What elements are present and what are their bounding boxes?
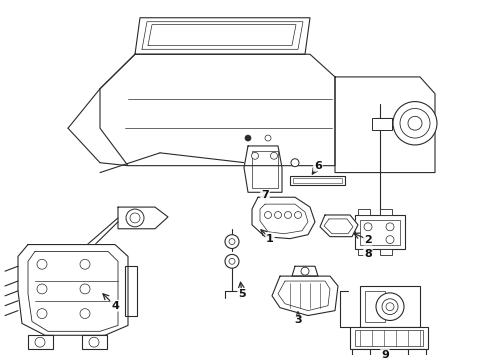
Bar [354, 215, 404, 249]
Text: 9: 9 [380, 350, 388, 360]
Text: 3: 3 [294, 315, 301, 325]
Circle shape [301, 267, 308, 275]
Circle shape [274, 212, 281, 219]
Circle shape [228, 258, 235, 264]
Bar [364, 291, 384, 323]
Bar [349, 327, 427, 349]
Bar [125, 266, 137, 316]
Polygon shape [260, 204, 307, 234]
Text: 7: 7 [261, 190, 268, 200]
Circle shape [294, 212, 301, 219]
Text: 8: 8 [364, 249, 371, 260]
Text: 6: 6 [313, 161, 321, 171]
Polygon shape [135, 18, 309, 54]
Polygon shape [291, 266, 317, 276]
Polygon shape [271, 276, 337, 316]
Circle shape [251, 152, 258, 159]
Bar [379, 209, 391, 215]
Circle shape [385, 236, 393, 244]
Circle shape [80, 284, 90, 294]
Circle shape [375, 293, 403, 320]
Bar [289, 176, 345, 185]
Bar [351, 349, 369, 357]
Text: 5: 5 [238, 289, 245, 299]
Polygon shape [142, 22, 303, 49]
Text: 2: 2 [364, 235, 371, 245]
Bar [359, 286, 419, 327]
Bar [82, 335, 107, 349]
Circle shape [224, 235, 239, 248]
Circle shape [270, 152, 277, 159]
Circle shape [80, 259, 90, 269]
Polygon shape [278, 281, 329, 311]
Polygon shape [319, 215, 357, 237]
Bar [251, 151, 278, 188]
Bar [354, 330, 422, 346]
Circle shape [244, 135, 250, 141]
Bar [292, 177, 341, 183]
Bar [357, 249, 369, 255]
Circle shape [385, 303, 393, 311]
Polygon shape [324, 219, 352, 234]
Circle shape [224, 255, 239, 268]
Bar [359, 220, 399, 244]
Circle shape [407, 116, 421, 130]
Circle shape [363, 236, 371, 244]
Polygon shape [244, 146, 282, 192]
Circle shape [89, 337, 99, 347]
Text: 4: 4 [111, 301, 119, 311]
Circle shape [399, 108, 429, 138]
Circle shape [385, 223, 393, 231]
Circle shape [264, 212, 271, 219]
Circle shape [284, 212, 291, 219]
Circle shape [35, 337, 45, 347]
Circle shape [37, 309, 47, 319]
Circle shape [290, 159, 298, 167]
Polygon shape [251, 197, 314, 239]
Polygon shape [100, 54, 334, 166]
Circle shape [363, 223, 371, 231]
Polygon shape [148, 24, 295, 45]
Circle shape [37, 284, 47, 294]
Polygon shape [118, 207, 168, 229]
Circle shape [264, 135, 270, 141]
Circle shape [381, 299, 397, 315]
Polygon shape [18, 244, 128, 335]
Circle shape [126, 209, 143, 227]
Circle shape [392, 102, 436, 145]
Bar [357, 209, 369, 215]
Circle shape [37, 259, 47, 269]
Bar [407, 349, 425, 357]
Bar [379, 249, 391, 255]
Circle shape [228, 239, 235, 244]
Bar [371, 118, 391, 130]
Polygon shape [28, 251, 118, 331]
Circle shape [130, 213, 140, 223]
Bar [28, 335, 53, 349]
Text: 1: 1 [265, 234, 273, 244]
Circle shape [80, 309, 90, 319]
Polygon shape [334, 77, 434, 172]
